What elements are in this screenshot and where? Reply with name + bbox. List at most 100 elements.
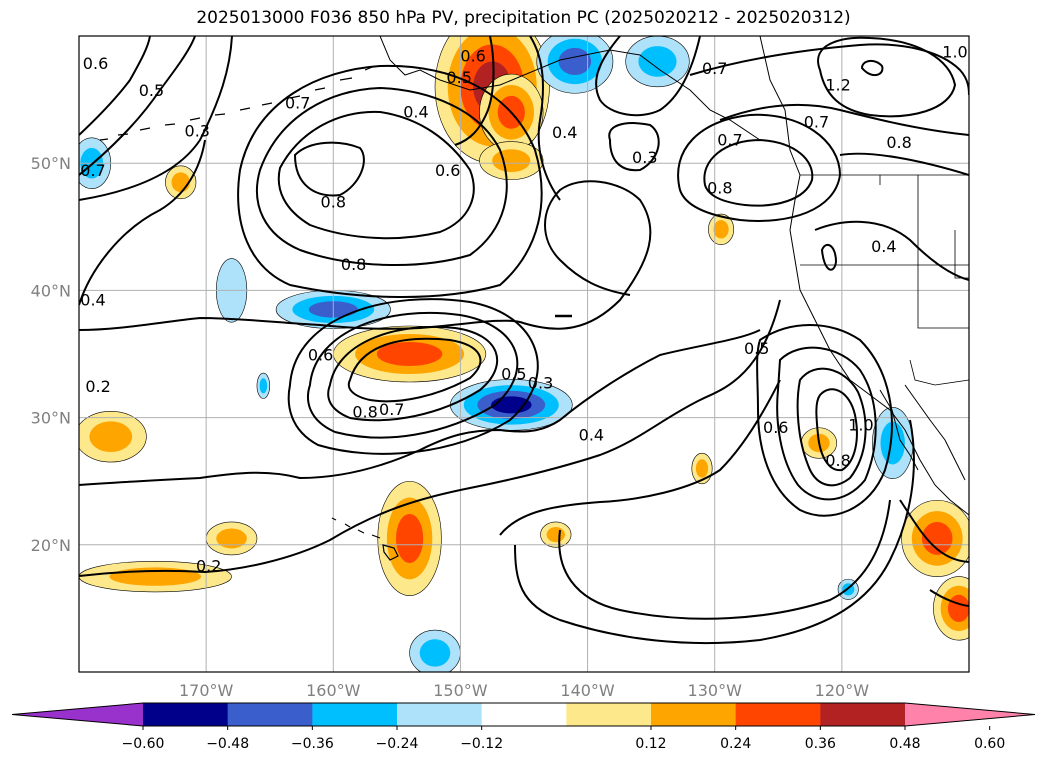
x-tick-label: 150°W bbox=[433, 681, 488, 700]
precip-area bbox=[695, 459, 709, 478]
contour-label: 0.6 bbox=[308, 345, 333, 364]
colorbar-tick-label: 0.24 bbox=[720, 736, 751, 752]
x-tick-label: 130°W bbox=[688, 681, 743, 700]
contour-label: 1.2 bbox=[825, 76, 850, 95]
map-frame bbox=[78, 35, 970, 673]
contour-label: 0.4 bbox=[579, 425, 604, 444]
colorbar-swatch bbox=[227, 703, 313, 726]
precip-area bbox=[558, 47, 592, 76]
pv-contour-line bbox=[820, 243, 838, 271]
contour-label: 0.2 bbox=[85, 377, 110, 396]
colorbar-tick-label: −0.24 bbox=[376, 736, 419, 752]
x-tick-label: 160°W bbox=[306, 681, 361, 700]
pv-contour-line bbox=[756, 324, 893, 517]
colorbar-swatch bbox=[143, 703, 229, 726]
pv-contour-line bbox=[293, 141, 365, 197]
y-tick-label: 30°N bbox=[31, 409, 71, 428]
pv-contours bbox=[79, 36, 969, 645]
pv-contour-line bbox=[79, 36, 151, 136]
contour-label: 1.0 bbox=[848, 415, 873, 434]
contour-label: 0.8 bbox=[707, 179, 732, 198]
contour-label: 0.2 bbox=[196, 557, 221, 576]
pv-contour-line bbox=[79, 36, 196, 176]
pv-contour-line bbox=[703, 138, 814, 207]
pv-contour-line bbox=[558, 499, 891, 620]
x-tick-label: 120°W bbox=[815, 681, 870, 700]
pv-contour-line bbox=[776, 346, 877, 501]
contour-label: 0.7 bbox=[379, 400, 404, 419]
colorbar-tick-label: 0.12 bbox=[635, 736, 666, 752]
pv-contour-line bbox=[499, 379, 781, 536]
colorbar-swatch bbox=[312, 703, 398, 726]
contour-label: 0.4 bbox=[552, 123, 577, 142]
contour-label: 0.8 bbox=[352, 403, 377, 422]
hawaii-islands bbox=[331, 517, 399, 561]
contour-label: 0.7 bbox=[702, 59, 727, 78]
precip-area bbox=[171, 172, 190, 193]
precip-area bbox=[395, 513, 424, 563]
contour-label: 0.4 bbox=[403, 102, 428, 121]
x-tick-label: 140°W bbox=[560, 681, 615, 700]
pv-contour-line bbox=[689, 43, 969, 96]
contour-labels: 0.20.20.3 0.40.40.30.70.80.80.60.50.60.50… bbox=[80, 43, 967, 576]
pv-contour-line bbox=[277, 110, 475, 240]
pv-contour-line bbox=[677, 113, 842, 222]
contour-label: 0.7 bbox=[717, 130, 742, 149]
colorbar-tick-label: 0.48 bbox=[889, 736, 920, 752]
chart-title: 2025013000 F036 850 hPa PV, precipitatio… bbox=[196, 8, 851, 28]
pv-contour-line bbox=[79, 36, 233, 201]
y-tick-labels: 20°N 30°N 40°N 50°N bbox=[31, 154, 71, 555]
pv-contour-line bbox=[79, 299, 781, 577]
precip-area bbox=[492, 149, 531, 173]
colorbar-tick-label: −0.48 bbox=[206, 736, 249, 752]
pv-contour-line bbox=[860, 60, 884, 77]
pv-contour-line bbox=[79, 329, 761, 486]
precip-area bbox=[259, 378, 268, 394]
pv-contour-line bbox=[929, 589, 969, 607]
contour-label: 0.7 bbox=[804, 113, 829, 132]
pv-contour-line bbox=[529, 36, 561, 201]
precip-area bbox=[216, 528, 247, 549]
contour-label: 1.0 bbox=[942, 43, 967, 62]
colorbar-swatch bbox=[820, 703, 906, 726]
colorbar-extend-high bbox=[905, 703, 1035, 726]
colorbar-tick-label: −0.36 bbox=[291, 736, 334, 752]
precip-area bbox=[490, 396, 532, 414]
contour-label: 0.8 bbox=[341, 255, 366, 274]
contour-label: 0.7 bbox=[80, 161, 105, 180]
contour-label: 0.8 bbox=[321, 193, 346, 212]
coastline-alaska bbox=[379, 36, 761, 141]
colorbar-swatch bbox=[566, 703, 652, 726]
coastline-north-america bbox=[759, 36, 969, 516]
contour-label: 0.3 bbox=[185, 121, 210, 140]
pv-contour-line bbox=[814, 220, 969, 281]
colorbar-tick-label: 0.60 bbox=[974, 736, 1005, 752]
colorbar-swatch bbox=[651, 703, 737, 726]
contour-label: 0.7 bbox=[285, 94, 310, 113]
colorbar-tick-label: −0.12 bbox=[460, 736, 503, 752]
precip-area bbox=[419, 639, 451, 667]
pv-contour-line bbox=[719, 103, 969, 136]
pv-contour-line bbox=[817, 36, 957, 118]
contour-label: 0.3 bbox=[632, 148, 657, 167]
precip-area bbox=[713, 220, 729, 239]
us-borders bbox=[800, 174, 969, 386]
contour-label: 0.4 bbox=[871, 237, 896, 256]
precip-area bbox=[638, 46, 677, 77]
precip-area bbox=[376, 342, 443, 366]
pv-contour-line bbox=[595, 36, 701, 117]
contour-label: 0.4 bbox=[80, 291, 105, 310]
pv-contour-line bbox=[608, 122, 660, 172]
pv-contour-line bbox=[287, 298, 539, 455]
coastline-baja bbox=[879, 384, 966, 481]
precip-area bbox=[546, 527, 565, 543]
contour-label: 0.6 bbox=[435, 161, 460, 180]
y-tick-label: 40°N bbox=[31, 281, 71, 300]
pv-contour-line bbox=[454, 36, 495, 146]
colorbar-tick-label: 0.36 bbox=[805, 736, 836, 752]
pv-contour-line bbox=[307, 311, 519, 439]
contour-label: 0.8 bbox=[825, 451, 850, 470]
contour-label: 0.6 bbox=[83, 54, 108, 73]
precip-area bbox=[921, 522, 953, 555]
